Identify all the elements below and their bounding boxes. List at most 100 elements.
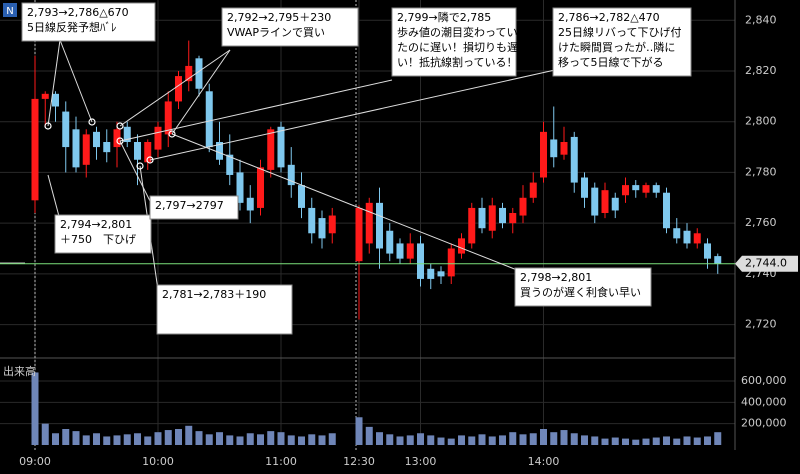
volume-bar — [693, 437, 701, 445]
candle-body — [714, 256, 722, 264]
candle-body — [134, 142, 141, 160]
annotation-box — [552, 7, 692, 77]
candle-body — [72, 129, 80, 168]
candle-body — [488, 205, 496, 231]
candle-body — [693, 233, 701, 244]
volume-bar — [185, 425, 193, 445]
volume-bar — [164, 430, 172, 445]
volume-bar — [683, 436, 691, 445]
candle-body — [31, 98, 39, 201]
leader — [171, 133, 518, 271]
x-tick-label: 12:30 — [343, 455, 375, 468]
volume-bar — [216, 432, 223, 445]
annotation-text: たのに遅い！損切りも遅 — [397, 40, 518, 54]
candle-body — [632, 185, 640, 191]
volume-bar — [287, 435, 295, 445]
volume-bar — [93, 433, 100, 445]
volume-bar — [673, 438, 681, 445]
volume-bar — [591, 436, 599, 445]
annotation-text: VWAPラインで買い — [227, 26, 325, 39]
candle-body — [509, 213, 517, 224]
candle-body — [683, 230, 691, 244]
y-tick-label: 2,840 — [745, 13, 777, 26]
volume-bar — [82, 435, 90, 445]
y-tick-label: 2,760 — [745, 216, 777, 229]
volume-bar — [714, 432, 722, 445]
candle-body — [540, 131, 547, 178]
annotation-box — [391, 7, 517, 77]
volume-bar — [277, 432, 285, 445]
entry-point — [88, 118, 96, 126]
volume-bar — [72, 431, 80, 445]
candle-body — [62, 111, 70, 148]
candle-body — [427, 268, 435, 279]
candle-body — [318, 218, 326, 239]
candle-body — [663, 192, 670, 229]
volume-bar — [427, 435, 435, 445]
volume-bar — [113, 435, 121, 445]
candle-body — [328, 215, 336, 234]
candle-body — [164, 101, 172, 135]
candle-body — [175, 76, 182, 102]
volume-bar — [52, 433, 59, 445]
volume-bar — [396, 436, 404, 445]
annotation-text: 2,793→2,786△670 — [27, 6, 129, 19]
volume-bar — [550, 432, 558, 445]
candle-body — [236, 172, 244, 203]
volume-bar — [417, 433, 424, 445]
volume-bar — [437, 437, 445, 445]
annotation-text: 2,797→2797 — [155, 199, 224, 212]
leader — [119, 79, 393, 142]
volume-bar — [41, 423, 49, 445]
volume-bar — [468, 436, 476, 445]
volume-bar — [540, 428, 547, 445]
volume-bar — [195, 431, 203, 445]
volume-bar — [529, 433, 537, 445]
volume-bar — [447, 438, 455, 445]
x-tick-label: 09:00 — [19, 455, 51, 468]
candle-body — [642, 185, 650, 193]
volume-bar — [154, 432, 162, 445]
candle-body — [570, 136, 578, 183]
annotation-box — [514, 267, 652, 307]
entry-point — [116, 122, 124, 130]
candle-body — [611, 197, 619, 211]
candle-body — [622, 185, 629, 196]
volume-tick-label: 600,000 — [741, 374, 787, 387]
volume-bar — [632, 439, 640, 445]
volume-bar — [267, 431, 275, 445]
candle-body — [195, 58, 203, 89]
x-tick-label: 10:00 — [142, 455, 174, 468]
volume-bar — [652, 437, 660, 445]
candle-body — [468, 207, 476, 244]
annotation-text: 2,794→2,801 — [60, 218, 132, 231]
volume-tick-label: 200,000 — [741, 417, 787, 430]
entry-point — [44, 122, 52, 130]
entry-point — [146, 156, 154, 164]
candle-body — [82, 134, 90, 165]
candle-body — [365, 202, 373, 244]
volume-label: 出来高 — [3, 364, 36, 378]
annotation-box — [221, 7, 359, 47]
volume-bar — [365, 426, 373, 445]
volume-bar — [175, 428, 182, 445]
annotation-text: 2,799→隣で2,785 — [397, 10, 491, 24]
last-price-label: 2,744.0 — [745, 257, 787, 270]
candle-body — [581, 177, 588, 198]
candle-body — [298, 185, 305, 208]
candle-body — [601, 190, 609, 213]
volume-bar — [499, 435, 506, 445]
annotation-box — [149, 195, 239, 220]
x-tick-label: 14:00 — [528, 455, 560, 468]
volume-bar — [355, 417, 363, 445]
annotation-text: 2,786→2,782△470 — [558, 11, 660, 24]
candle-body — [704, 243, 711, 259]
candle-body — [355, 207, 363, 262]
candle-body — [277, 126, 285, 168]
leader — [119, 140, 153, 206]
volume-bar — [642, 438, 650, 445]
candle-body — [386, 230, 394, 254]
volume-bar — [386, 434, 394, 445]
